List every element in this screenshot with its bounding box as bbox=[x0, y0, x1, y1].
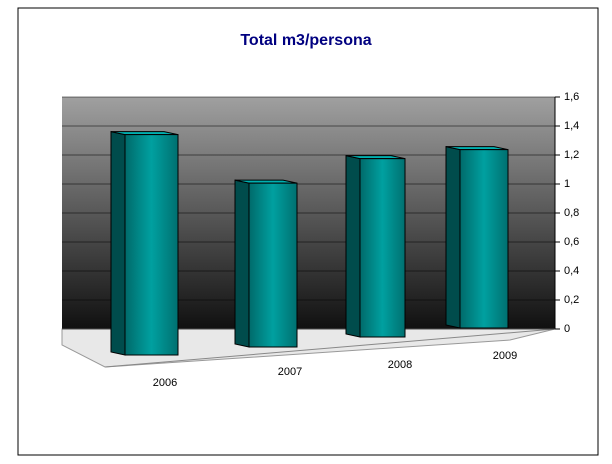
y-tick-label: 0,2 bbox=[564, 294, 579, 306]
y-tick-label: 0 bbox=[564, 323, 570, 335]
bar bbox=[248, 182, 298, 348]
y-tick-label: 0,8 bbox=[564, 207, 579, 219]
bar bbox=[359, 158, 406, 338]
x-tick-label: 2008 bbox=[388, 359, 412, 371]
y-tick-label: 0,4 bbox=[564, 265, 579, 277]
chart-title: Total m3/persona bbox=[240, 32, 371, 49]
x-tick-label: 2006 bbox=[153, 377, 177, 389]
bar-side bbox=[345, 155, 361, 338]
y-tick-label: 1,6 bbox=[564, 91, 579, 103]
y-tick-label: 0,6 bbox=[564, 236, 579, 248]
y-tick-label: 1,4 bbox=[564, 120, 579, 132]
x-tick-label: 2007 bbox=[278, 366, 302, 378]
bar bbox=[124, 134, 179, 356]
y-tick-label: 1 bbox=[564, 178, 570, 190]
bar-side bbox=[110, 130, 126, 356]
x-axis bbox=[104, 328, 556, 368]
bar-side bbox=[234, 179, 250, 348]
y-tick-label: 1,2 bbox=[564, 149, 579, 161]
bar bbox=[459, 149, 509, 329]
x-tick-label: 2009 bbox=[493, 350, 517, 362]
bar-side bbox=[445, 146, 461, 329]
